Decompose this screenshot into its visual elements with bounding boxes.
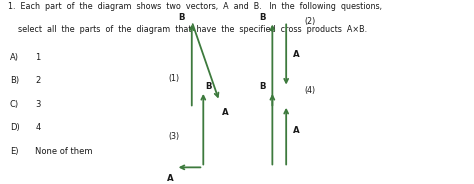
Text: 1: 1 (35, 53, 40, 62)
Text: 2: 2 (35, 76, 40, 85)
Text: B): B) (10, 76, 19, 85)
Text: E): E) (10, 146, 18, 155)
Text: A: A (222, 108, 228, 117)
Text: (2): (2) (305, 17, 316, 26)
Text: 3: 3 (35, 100, 41, 109)
Text: B: B (259, 82, 265, 91)
Text: C): C) (10, 100, 19, 109)
Text: B: B (178, 13, 185, 22)
Text: select  all  the  parts  of  the  diagram  that  have  the  specified  cross  pr: select all the parts of the diagram that… (8, 25, 367, 34)
Text: 4: 4 (35, 123, 40, 132)
Text: 1.  Each  part  of  the  diagram  shows  two  vectors,  A  and  B.   In  the  fo: 1. Each part of the diagram shows two ve… (8, 2, 382, 11)
Text: (4): (4) (305, 86, 316, 95)
Text: (1): (1) (169, 74, 180, 83)
Text: A: A (293, 126, 300, 135)
Text: A: A (167, 174, 173, 183)
Text: None of them: None of them (35, 146, 93, 155)
Text: (3): (3) (169, 132, 180, 141)
Text: B: B (259, 13, 265, 22)
Text: D): D) (10, 123, 19, 132)
Text: B: B (206, 82, 212, 91)
Text: A): A) (10, 53, 19, 62)
Text: A: A (293, 50, 300, 59)
